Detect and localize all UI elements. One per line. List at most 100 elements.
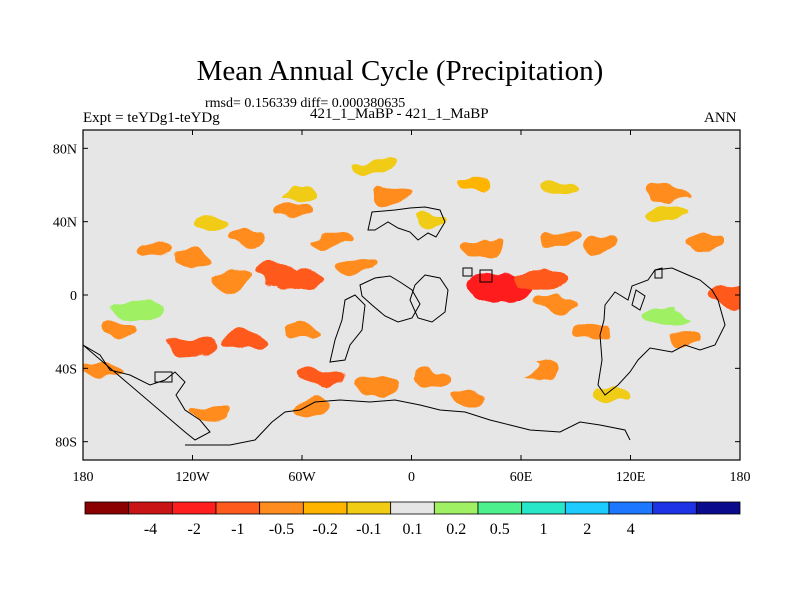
colorbar-label-11: 4	[627, 521, 635, 538]
anomaly-region-41	[446, 323, 486, 341]
anomaly-region-29	[273, 204, 313, 221]
anomaly-region-5	[227, 231, 267, 249]
anomaly-region-32	[683, 235, 724, 253]
anomaly-region-9	[222, 330, 273, 352]
anomaly-region-56	[594, 388, 631, 404]
colorbar-label-1: -2	[188, 521, 201, 538]
anomaly-region-11	[282, 323, 322, 341]
rmsd-diff-stats: rmsd= 0.156339 diff= 0.000380635	[205, 96, 406, 111]
y-tick-label-1: 40N	[53, 216, 77, 231]
anomaly-region-22	[665, 332, 705, 350]
colorbar-label-7: 0.2	[446, 521, 466, 538]
anomaly-region-3	[277, 269, 327, 291]
anomaly-region-30	[647, 185, 687, 203]
anomaly-region-36	[191, 314, 231, 331]
colorbar-swatch-14	[695, 501, 741, 515]
anomaly-region-23	[574, 323, 614, 341]
anomaly-region-28	[83, 359, 121, 377]
coastline-north-america	[367, 206, 446, 241]
coastline-island-b	[479, 269, 493, 283]
x-tick-label-1: 120W	[175, 470, 210, 485]
colorbar-swatch-6	[346, 501, 392, 515]
coastline-antarctic-edge	[185, 399, 631, 446]
anomaly-region-20	[583, 237, 623, 254]
colorbar-swatch-13	[652, 501, 697, 515]
anomaly-region-34	[154, 271, 194, 289]
anomaly-region-53	[649, 204, 685, 221]
anomaly-region-37	[245, 304, 286, 322]
anomaly-region-10	[99, 323, 140, 341]
anomaly-region-18	[464, 240, 505, 258]
colorbar-label-4: -0.2	[313, 521, 338, 538]
colorbar-label-9: 1	[540, 521, 548, 538]
anomaly-region-4	[337, 259, 377, 276]
anomaly-region-40	[391, 332, 432, 350]
colorbar-label-3: -0.5	[269, 521, 294, 538]
colorbar-swatch-11	[564, 501, 610, 515]
colorbar-swatch-4	[259, 501, 304, 515]
x-tick-label-2: 60W	[288, 470, 316, 485]
anomaly-region-26	[446, 387, 486, 405]
coastlines	[83, 206, 726, 446]
anomaly-region-24	[191, 405, 231, 423]
colorbar-swatch-5	[302, 501, 348, 515]
colorbar-label-10: 2	[583, 521, 591, 538]
anomaly-region-8	[167, 335, 218, 357]
anomaly-region-14	[410, 369, 450, 386]
anomaly-region-44	[647, 249, 687, 267]
coastline-central-america	[359, 275, 421, 323]
anomaly-region-49	[245, 387, 286, 405]
anomaly-region-38	[99, 268, 140, 286]
colorbar-label-0: -4	[144, 521, 157, 538]
x-tick-label-4: 60E	[510, 470, 533, 485]
coastline-australia	[631, 289, 646, 311]
coastline-small-island	[154, 371, 173, 383]
anomaly-region-51	[284, 186, 320, 202]
axes: 180 120W 60W 0 60E 120E 180 80N 40N 0 40S 80S	[53, 130, 751, 485]
anomaly-region-39	[337, 314, 377, 331]
anomaly-region-43	[556, 253, 596, 271]
colorbar-swatch-9	[477, 501, 523, 515]
x-tick-label-6: 180	[730, 470, 751, 485]
y-tick-label-0: 80N	[53, 142, 77, 157]
anomaly-region-42	[501, 253, 541, 271]
anomaly-region-31	[373, 185, 413, 203]
anomaly-region-57	[357, 159, 393, 175]
anomaly-region-47	[610, 268, 651, 286]
anomaly-region-17	[537, 295, 578, 313]
anomaly-region-19	[537, 231, 578, 249]
colorbar-label-5: -0.1	[356, 521, 381, 538]
anomaly-region-12	[295, 367, 346, 388]
anomaly-region-21	[705, 284, 740, 306]
anomaly-region-6	[309, 231, 349, 249]
colorbar-swatch-0	[84, 501, 130, 515]
anomaly-region-48	[501, 356, 541, 374]
colorbar-label-2: -1	[231, 521, 244, 538]
anomaly-region-52	[539, 177, 576, 193]
y-tick-label-4: 80S	[55, 436, 77, 451]
colorbar-swatch-8	[433, 501, 479, 515]
experiment-label: Expt = teYDg1-teYDg	[83, 110, 220, 126]
case-comparison-label: 421_1_MaBP - 421_1_MaBP	[310, 106, 489, 122]
anomaly-region-16	[514, 269, 565, 291]
anomaly-region-0	[136, 240, 176, 258]
colorbar-swatch-1	[128, 501, 173, 515]
coastline-island-a	[462, 267, 473, 277]
coastline-southern-cone	[83, 344, 211, 441]
colorbar-swatch-12	[608, 501, 654, 515]
coastline-south-america	[329, 294, 366, 363]
colorbar-swatch-2	[171, 501, 217, 515]
y-tick-label-3: 40S	[55, 362, 77, 377]
anomaly-region-50	[83, 387, 121, 405]
x-tick-label-0: 180	[73, 470, 94, 485]
y-tick-label-2: 0	[70, 289, 77, 304]
colorbar-label-8: 0.5	[490, 521, 510, 538]
anomaly-region-55	[412, 214, 448, 230]
coastline-asia-pacific	[597, 267, 726, 396]
colorbar-label-6: 0.1	[403, 521, 423, 538]
anomaly-region-33	[457, 177, 494, 193]
coastline-pacific-island	[654, 267, 663, 279]
anomaly-region-35	[112, 299, 163, 321]
colorbar-swatch-7	[390, 501, 435, 515]
anomaly-region-13	[355, 378, 395, 396]
